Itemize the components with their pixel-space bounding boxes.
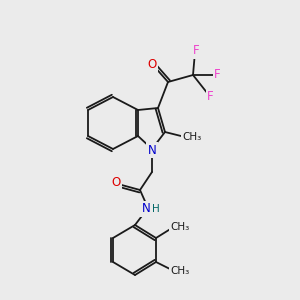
- Text: CH₃: CH₃: [182, 132, 202, 142]
- Text: O: O: [147, 58, 157, 70]
- Text: H: H: [152, 204, 160, 214]
- Text: N: N: [148, 143, 156, 157]
- Text: F: F: [207, 89, 213, 103]
- Text: N: N: [142, 202, 150, 215]
- Text: F: F: [193, 44, 199, 58]
- Text: CH₃: CH₃: [170, 266, 190, 276]
- Text: CH₃: CH₃: [170, 222, 190, 232]
- Text: O: O: [111, 176, 121, 190]
- Text: F: F: [214, 68, 220, 82]
